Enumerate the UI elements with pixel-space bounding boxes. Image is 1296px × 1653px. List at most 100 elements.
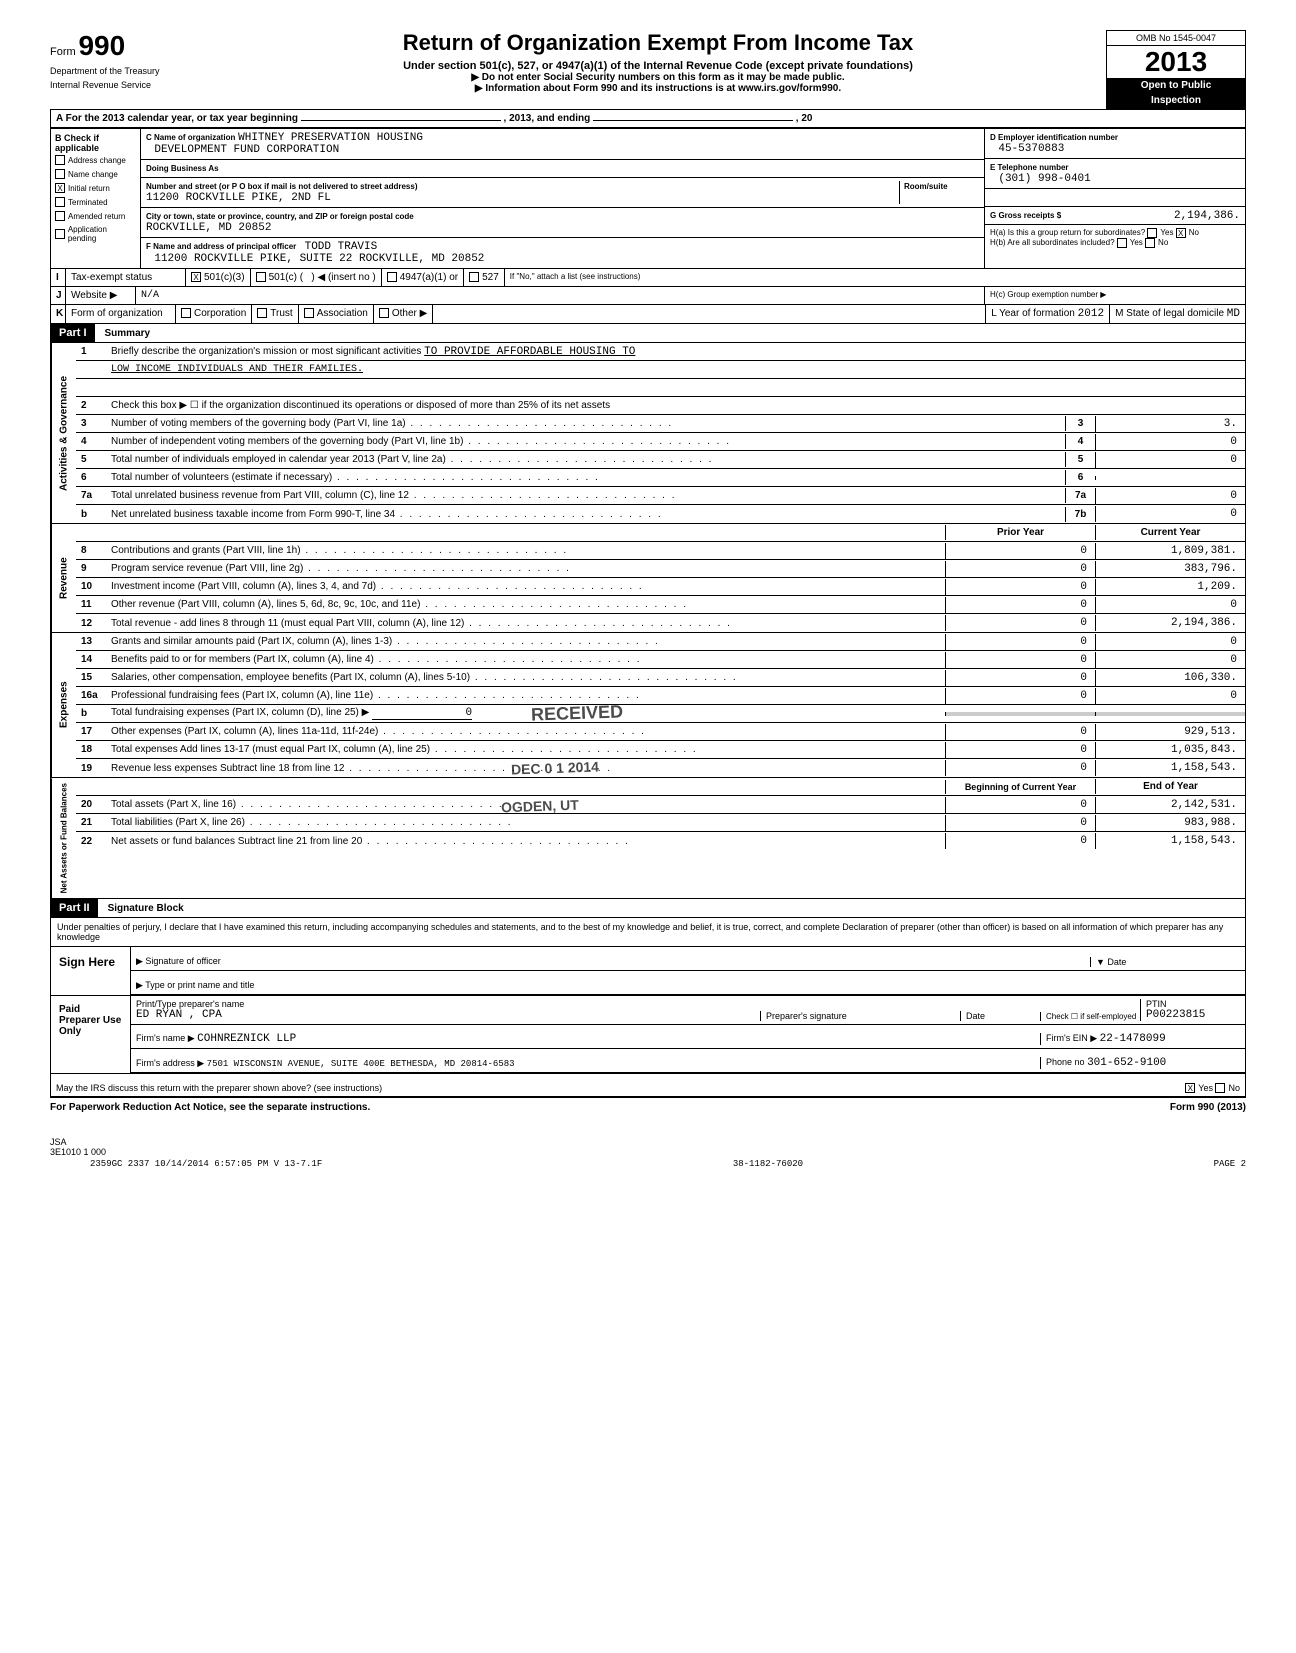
chk-corp[interactable] bbox=[181, 308, 191, 318]
org-address: 11200 ROCKVILLE PIKE, 2ND FL bbox=[146, 192, 331, 204]
state-domicile: MD bbox=[1227, 308, 1240, 320]
row-j-website: J Website ▶ N/A H(c) Group exemption num… bbox=[50, 287, 1246, 305]
title-box: Return of Organization Exempt From Incom… bbox=[220, 30, 1096, 94]
chk-amended[interactable] bbox=[55, 211, 65, 221]
note-info: ▶ Information about Form 990 and its ins… bbox=[220, 83, 1096, 94]
ein: 45-5370883 bbox=[998, 143, 1064, 155]
part1-header: Part I Summary bbox=[50, 324, 1246, 343]
form-header: Form 990 Department of the Treasury Inte… bbox=[50, 30, 1246, 109]
mission-1: TO PROVIDE AFFORDABLE HOUSING TO bbox=[424, 346, 635, 358]
chk-hb-yes[interactable] bbox=[1117, 238, 1127, 248]
firm-ein: 22-1478099 bbox=[1100, 1033, 1166, 1045]
part2-header: Part II Signature Block bbox=[50, 899, 1246, 918]
firm-phone: 301-652-9100 bbox=[1087, 1057, 1166, 1069]
table-row: 8Contributions and grants (Part VIII, li… bbox=[76, 542, 1245, 560]
firm-name: COHNREZNICK LLP bbox=[197, 1033, 296, 1045]
main-title: Return of Organization Exempt From Incom… bbox=[220, 30, 1096, 56]
table-row: 20Total assets (Part X, line 16)02,142,5… bbox=[76, 796, 1245, 814]
signature-section: Under penalties of perjury, I declare th… bbox=[50, 918, 1246, 1098]
org-city: ROCKVILLE, MD 20852 bbox=[146, 222, 271, 234]
dept-treasury: Department of the Treasury bbox=[50, 66, 210, 76]
paid-preparer-label: Paid Preparer Use Only bbox=[51, 996, 131, 1073]
chk-trust[interactable] bbox=[257, 308, 267, 318]
table-row: 14Benefits paid to or for members (Part … bbox=[76, 651, 1245, 669]
col-b-checkboxes: B Check if applicable Address change Nam… bbox=[51, 129, 141, 268]
chk-501c[interactable] bbox=[256, 272, 266, 282]
chk-discuss-yes[interactable]: X bbox=[1185, 1083, 1195, 1093]
mission-2: LOW INCOME INDIVIDUALS AND THEIR FAMILIE… bbox=[106, 362, 1245, 377]
org-name-1: WHITNEY PRESERVATION HOUSING bbox=[238, 132, 423, 144]
chk-hb-no[interactable] bbox=[1145, 238, 1155, 248]
chk-527[interactable] bbox=[469, 272, 479, 282]
open-public: Open to Public bbox=[1107, 78, 1245, 93]
table-row: 12Total revenue - add lines 8 through 11… bbox=[76, 614, 1245, 632]
form-number: 990 bbox=[78, 30, 125, 61]
officer-name: TODD TRAVIS bbox=[305, 241, 378, 253]
table-row: 15Salaries, other compensation, employee… bbox=[76, 669, 1245, 687]
h-note: If "No," attach a list (see instructions… bbox=[505, 269, 1245, 286]
note-ssn: ▶ Do not enter Social Security numbers o… bbox=[220, 72, 1096, 83]
table-row: 19Revenue less expenses Subtract line 18… bbox=[76, 759, 1245, 777]
row-i-tax-status: I Tax-exempt status X501(c)(3) 501(c) ( … bbox=[50, 269, 1246, 287]
footer-paperwork: For Paperwork Reduction Act Notice, see … bbox=[50, 1098, 1246, 1117]
sign-here-label: Sign Here bbox=[51, 947, 131, 995]
website: N/A bbox=[136, 287, 985, 304]
page-number: PAGE 2 bbox=[1214, 1159, 1246, 1169]
perjury-text: Under penalties of perjury, I declare th… bbox=[51, 918, 1245, 947]
chk-discuss-no[interactable] bbox=[1215, 1083, 1225, 1093]
table-row: 7aTotal unrelated business revenue from … bbox=[76, 487, 1245, 505]
chk-terminated[interactable] bbox=[55, 197, 65, 207]
table-row: 21Total liabilities (Part X, line 26)098… bbox=[76, 814, 1245, 832]
org-name-2: DEVELOPMENT FUND CORPORATION bbox=[154, 144, 339, 156]
table-row: 16aProfessional fundraising fees (Part I… bbox=[76, 687, 1245, 705]
tax-year: 2013 bbox=[1107, 46, 1245, 78]
table-row: 3Number of voting members of the governi… bbox=[76, 415, 1245, 433]
col-de: D Employer identification number 45-5370… bbox=[985, 129, 1245, 268]
activities-governance-section: Activities & Governance 1Briefly describ… bbox=[50, 343, 1246, 524]
chk-4947[interactable] bbox=[387, 272, 397, 282]
omb-number: OMB No 1545-0047 bbox=[1107, 31, 1245, 46]
chk-assoc[interactable] bbox=[304, 308, 314, 318]
col-c-org: C Name of organization WHITNEY PRESERVAT… bbox=[141, 129, 985, 268]
table-row: 4Number of independent voting members of… bbox=[76, 433, 1245, 451]
table-row: 13Grants and similar amounts paid (Part … bbox=[76, 633, 1245, 651]
net-assets-section: Net Assets or Fund Balances Beginning of… bbox=[50, 778, 1246, 899]
org-info-grid: B Check if applicable Address change Nam… bbox=[50, 128, 1246, 269]
form-label: Form bbox=[50, 46, 76, 58]
chk-ha-no[interactable]: X bbox=[1176, 228, 1186, 238]
side-expenses: Expenses bbox=[51, 633, 76, 777]
chk-application[interactable] bbox=[55, 229, 65, 239]
table-row: 17Other expenses (Part IX, column (A), l… bbox=[76, 723, 1245, 741]
firm-addr: 7501 WISCONSIN AVENUE, SUITE 400E BETHES… bbox=[207, 1059, 515, 1069]
year-formation: 2012 bbox=[1078, 308, 1104, 320]
form-number-box: Form 990 Department of the Treasury Inte… bbox=[50, 30, 210, 90]
table-row: 10Investment income (Part VIII, column (… bbox=[76, 578, 1245, 596]
row-a-tax-year: A For the 2013 calendar year, or tax yea… bbox=[50, 109, 1246, 128]
date-stamp: DEC 0 1 2014 bbox=[511, 758, 599, 777]
preparer-name: ED RYAN , CPA bbox=[136, 1009, 222, 1021]
form-page: Form 990 Department of the Treasury Inte… bbox=[0, 0, 1296, 1199]
chk-address[interactable] bbox=[55, 155, 65, 165]
phone: (301) 998-0401 bbox=[998, 173, 1090, 185]
table-row: bNet unrelated business taxable income f… bbox=[76, 505, 1245, 523]
table-row: 5Total number of individuals employed in… bbox=[76, 451, 1245, 469]
chk-ha-yes[interactable] bbox=[1147, 228, 1157, 238]
officer-addr: 11200 ROCKVILLE PIKE, SUITE 22 ROCKVILLE… bbox=[154, 253, 484, 265]
dba-label: Doing Business As bbox=[146, 164, 219, 173]
chk-other[interactable] bbox=[379, 308, 389, 318]
chk-name[interactable] bbox=[55, 169, 65, 179]
chk-501c3[interactable]: X bbox=[191, 272, 201, 282]
table-row: 18Total expenses Add lines 13-17 (must e… bbox=[76, 741, 1245, 759]
footer-timestamp: 2359GC 2337 10/14/2014 6:57:05 PM V 13-7… bbox=[50, 1159, 322, 1169]
received-stamp: RECEIVED bbox=[531, 701, 624, 725]
chk-initial[interactable]: X bbox=[55, 183, 65, 193]
subtitle: Under section 501(c), 527, or 4947(a)(1)… bbox=[220, 60, 1096, 72]
side-activities: Activities & Governance bbox=[51, 343, 76, 523]
revenue-section: Revenue Prior YearCurrent Year 8Contribu… bbox=[50, 524, 1246, 633]
inspection: Inspection bbox=[1107, 93, 1245, 108]
table-row: 6Total number of volunteers (estimate if… bbox=[76, 469, 1245, 487]
table-row: 22Net assets or fund balances Subtract l… bbox=[76, 832, 1245, 850]
expenses-section: Expenses 13Grants and similar amounts pa… bbox=[50, 633, 1246, 778]
year-box: OMB No 1545-0047 2013 Open to Public Ins… bbox=[1106, 30, 1246, 109]
b-label: B Check if applicable bbox=[55, 133, 136, 153]
